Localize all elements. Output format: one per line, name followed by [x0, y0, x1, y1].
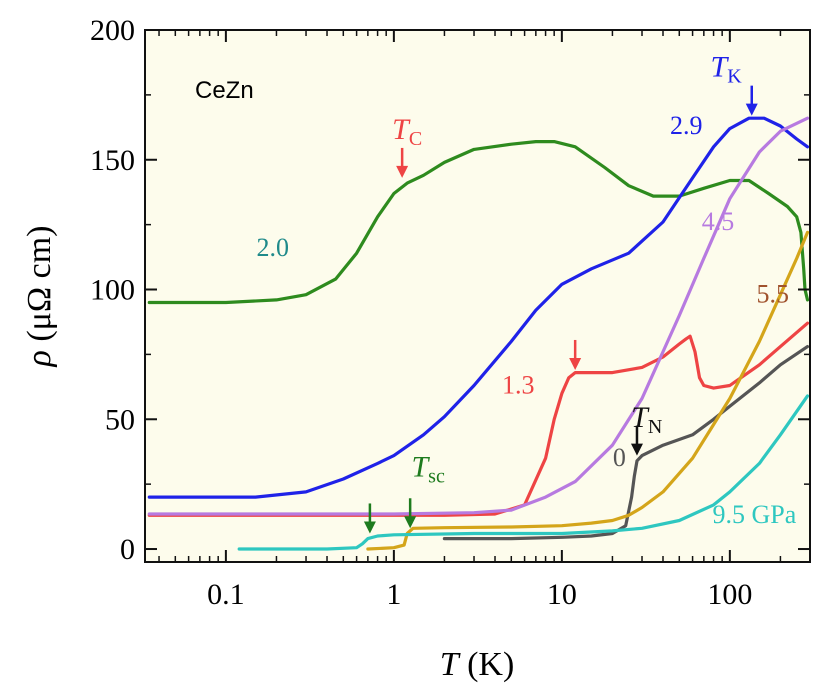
- tn-arrow: [630, 425, 643, 456]
- series-2-0: [147, 140, 810, 305]
- tsc-arrow: [404, 498, 417, 529]
- y-tick-label: 150: [90, 144, 135, 177]
- x-axis-label: T (K): [440, 646, 515, 683]
- x-tick-label: 10: [547, 578, 577, 611]
- curve-label: 4.5: [702, 207, 735, 236]
- series-2-9: [147, 116, 810, 499]
- curve-label: 5.5: [756, 279, 789, 308]
- tk-arrow: [745, 85, 758, 116]
- tc-1.3-arrow: [569, 339, 582, 370]
- x-tick-label: 0.1: [207, 578, 245, 611]
- curve-label: 2.9: [670, 111, 703, 140]
- sample-label: CeZn: [195, 77, 254, 104]
- curve-label: 2.0: [256, 233, 289, 262]
- series-0: [442, 345, 810, 541]
- y-axis-label: ρ (μΩ cm): [21, 225, 58, 367]
- plot-background: [145, 30, 810, 562]
- tk-label: TK: [711, 51, 743, 88]
- y-tick-label: 200: [90, 14, 135, 47]
- curve-label: 9.5 GPa: [713, 500, 797, 529]
- series-5-5: [366, 230, 810, 551]
- y-tick-label: 50: [105, 403, 135, 436]
- y-tick-label: 0: [120, 533, 135, 566]
- curve-label: 1.3: [502, 370, 535, 399]
- tc-label: TC: [392, 113, 422, 150]
- plot-frame: [144, 29, 811, 563]
- y-tick-label: 100: [90, 274, 135, 307]
- x-tick-label: 100: [707, 578, 752, 611]
- tsc-9.5-arrow: [363, 503, 376, 534]
- curve-label: 0: [613, 443, 626, 472]
- series-9-5-gpa: [237, 394, 810, 551]
- tsc-label: Tsc: [411, 450, 444, 487]
- tn-label: TN: [631, 401, 662, 438]
- series-4-5: [147, 116, 810, 516]
- tc-arrow: [396, 147, 409, 178]
- x-tick-label: 1: [386, 578, 401, 611]
